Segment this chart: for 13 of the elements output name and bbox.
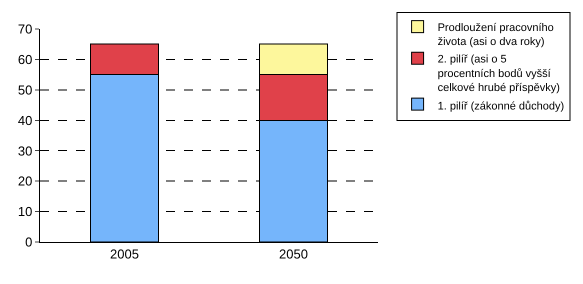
y-tick-label: 0	[25, 234, 32, 250]
y-tick-label: 30	[18, 143, 32, 158]
y-tick-label: 20	[18, 174, 32, 189]
legend-label: 1. pilíř (zákonné důchody)	[438, 100, 564, 112]
y-tick-label: 70	[18, 22, 32, 37]
y-tick-label: 50	[18, 82, 32, 98]
y-tick-label: 10	[18, 204, 32, 220]
y-tick-label: 40	[18, 112, 32, 128]
legend-label: Prodloužení pracovního života (asi o dva roky)	[438, 22, 554, 48]
legend-label: 2. pilíř (asi o 5 procentních bodů vyšší celkové hrubé příspěvky)	[438, 54, 560, 94]
x-tick-label: 2050	[279, 246, 308, 262]
x-tick-label: 2005	[110, 246, 139, 262]
y-tick-label: 60	[18, 52, 32, 67]
